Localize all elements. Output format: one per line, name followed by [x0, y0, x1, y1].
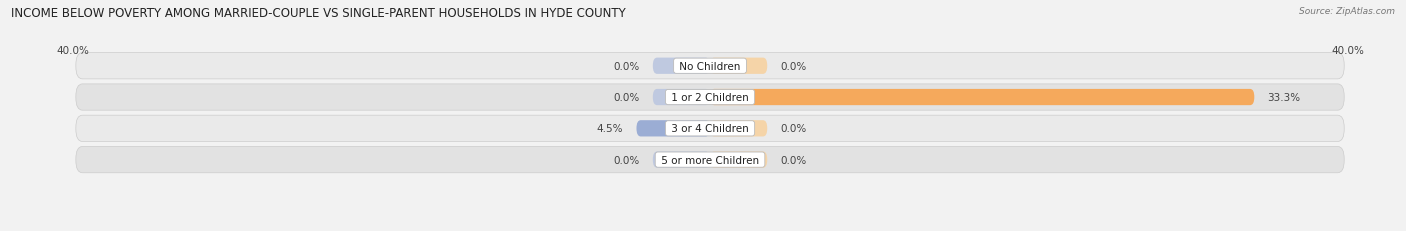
Text: 0.0%: 0.0% — [780, 124, 807, 134]
FancyBboxPatch shape — [76, 116, 1344, 142]
FancyBboxPatch shape — [76, 53, 1344, 79]
FancyBboxPatch shape — [76, 147, 1344, 173]
Text: 0.0%: 0.0% — [780, 61, 807, 71]
Text: 0.0%: 0.0% — [613, 61, 640, 71]
Text: No Children: No Children — [676, 61, 744, 71]
Text: 40.0%: 40.0% — [56, 46, 89, 56]
FancyBboxPatch shape — [710, 58, 768, 75]
Text: 0.0%: 0.0% — [613, 93, 640, 103]
Text: 33.3%: 33.3% — [1267, 93, 1301, 103]
Text: 5 or more Children: 5 or more Children — [658, 155, 762, 165]
FancyBboxPatch shape — [652, 58, 710, 75]
Text: 4.5%: 4.5% — [598, 124, 623, 134]
FancyBboxPatch shape — [652, 152, 710, 168]
Text: 0.0%: 0.0% — [780, 155, 807, 165]
Text: 0.0%: 0.0% — [613, 155, 640, 165]
FancyBboxPatch shape — [652, 89, 710, 106]
FancyBboxPatch shape — [637, 121, 710, 137]
FancyBboxPatch shape — [710, 121, 768, 137]
Text: 40.0%: 40.0% — [1331, 46, 1364, 56]
FancyBboxPatch shape — [710, 89, 1254, 106]
Text: INCOME BELOW POVERTY AMONG MARRIED-COUPLE VS SINGLE-PARENT HOUSEHOLDS IN HYDE CO: INCOME BELOW POVERTY AMONG MARRIED-COUPL… — [11, 7, 626, 20]
FancyBboxPatch shape — [76, 85, 1344, 111]
Text: Source: ZipAtlas.com: Source: ZipAtlas.com — [1299, 7, 1395, 16]
Text: 1 or 2 Children: 1 or 2 Children — [668, 93, 752, 103]
Text: 3 or 4 Children: 3 or 4 Children — [668, 124, 752, 134]
FancyBboxPatch shape — [710, 152, 768, 168]
